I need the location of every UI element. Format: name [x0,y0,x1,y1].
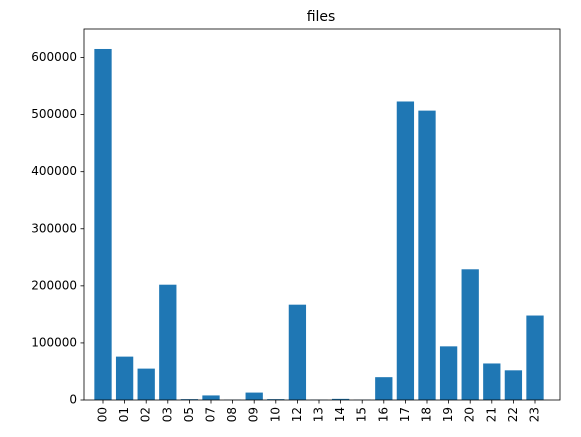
x-axis: 00 01 02 03 05 07 08 09 10 12 13 14 15 16 17 18 19 20 21 22… [96,400,542,422]
x-tick-label-17: 17 [398,407,412,422]
x-tick-label-07: 07 [204,407,218,422]
y-tick-label-1: 100000 [31,335,77,349]
bars-group [94,48,544,401]
chart-title: files [307,9,336,25]
y-tick-label-6: 600000 [31,50,77,64]
x-tick-label-22: 22 [506,407,520,422]
y-tick-label-3: 300000 [31,221,77,235]
bar-10 [267,399,285,400]
bar-21 [483,363,501,400]
x-tick-label-00: 00 [96,407,110,422]
bar-00 [94,48,112,400]
x-tick-label-15: 15 [355,407,369,422]
y-tick-label-4: 400000 [31,164,77,178]
x-tick-label-16: 16 [376,407,390,422]
x-tick-label-19: 19 [441,407,455,422]
y-tick-label-5: 500000 [31,107,77,121]
bar-12 [288,304,307,400]
x-tick-label-14: 14 [333,407,347,422]
bar-05 [180,399,199,400]
y-axis: 0 100000 200000 300000 400000 500000 600000 [31,50,84,407]
y-tick-label-0: 0 [69,393,77,407]
bar-16 [375,377,393,400]
bar-18 [418,110,436,401]
bar-02 [137,368,155,400]
bar-01 [115,356,134,400]
x-tick-label-03: 03 [160,407,174,422]
x-tick-label-20: 20 [463,407,477,422]
bar-14 [331,398,350,400]
plot-frame [83,28,561,401]
x-tick-label-12: 12 [290,407,304,422]
x-tick-label-09: 09 [247,407,261,422]
x-tick-label-13: 13 [312,407,326,422]
bar-23 [526,315,544,400]
bar-22 [504,370,523,400]
x-tick-label-08: 08 [225,407,239,422]
x-tick-label-02: 02 [139,407,153,422]
x-tick-label-23: 23 [528,407,542,422]
bar-03 [159,284,177,400]
x-tick-label-01: 01 [117,407,131,422]
y-tick-label-2: 200000 [31,278,77,292]
bar-20 [461,269,479,400]
bar-09 [245,392,263,400]
x-tick-label-18: 18 [420,407,434,422]
bar-19 [439,346,458,400]
x-tick-label-05: 05 [182,407,196,422]
x-tick-label-10: 10 [268,407,282,422]
bar-17 [396,101,415,401]
bar-07 [202,395,220,400]
x-tick-label-21: 21 [484,407,498,422]
